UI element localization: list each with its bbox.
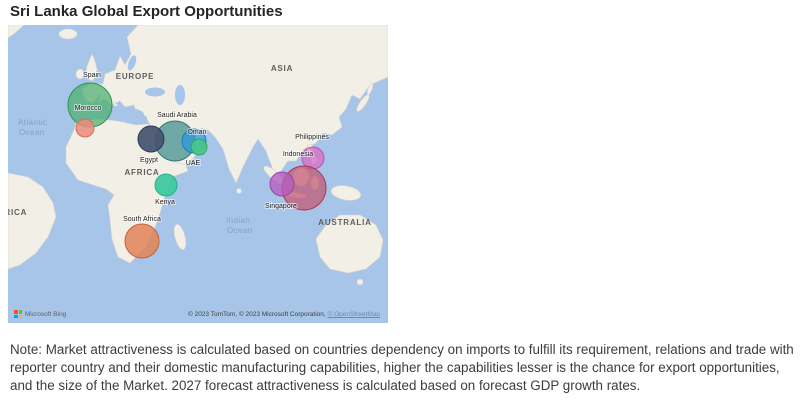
bubble-south-africa[interactable] <box>124 223 160 259</box>
bubble-egypt[interactable] <box>137 125 165 153</box>
country-label-philippines: Philippines <box>295 134 329 141</box>
country-labels: Spain Morocco Saudi Arabia Egypt Oman UAE Keny… <box>74 71 331 224</box>
page-title: Sri Lanka Global Export Opportunities <box>10 3 283 20</box>
map-provider-label: Microsoft Bing <box>25 310 67 318</box>
bubble-uae[interactable] <box>190 138 208 156</box>
bubble-singapore[interactable] <box>269 171 295 197</box>
openstreetmap-link[interactable]: © OpenStreetMap <box>327 311 380 318</box>
country-label-south-africa: South Africa <box>123 216 161 223</box>
note-text: Note: Market attractiveness is calculate… <box>10 342 794 393</box>
ocean-label-atlantic-ocean: Atlantic Ocean <box>18 118 47 137</box>
country-label-uae: UAE <box>186 160 201 167</box>
microsoft-logo-icon <box>14 310 22 318</box>
country-label-oman: Oman <box>187 129 206 136</box>
ocean-label-indian-ocean: Indian Ocean <box>226 216 253 235</box>
bing-logo: Microsoft Bing <box>14 310 66 318</box>
attribution-text: © 2023 TomTom, © 2023 Microsoft Corporat… <box>187 311 328 318</box>
map-canvas: EUROPE ASIA AFRICA AUSTRALIA MERICA AtlanticO… <box>8 25 388 323</box>
bubble-kenya[interactable] <box>154 173 178 197</box>
country-label-morocco: Morocco <box>75 105 102 112</box>
continent-label-europe: EUROPE <box>116 72 155 81</box>
continent-label-australia: AUSTRALIA <box>318 218 371 227</box>
country-label-indonesia: Indonesia <box>283 151 313 158</box>
world-map[interactable]: EUROPE ASIA AFRICA AUSTRALIA MERICA AtlanticO… <box>8 25 388 323</box>
country-label-singapore: Singapore <box>265 203 297 210</box>
country-label-spain: Spain <box>83 72 101 79</box>
bubbles-layer <box>67 82 327 259</box>
continent-label-asia: ASIA <box>271 64 293 73</box>
map-attribution: © 2023 TomTom, © 2023 Microsoft Corporat… <box>188 311 380 318</box>
country-label-saudi-arabia: Saudi Arabia <box>157 112 197 119</box>
continent-label-merica: MERICA <box>8 208 27 217</box>
country-label-egypt: Egypt <box>140 157 158 164</box>
bubble-morocco[interactable] <box>75 118 95 138</box>
map-labels: EUROPE ASIA AFRICA AUSTRALIA MERICA AtlanticO… <box>8 64 371 235</box>
country-label-kenya: Kenya <box>155 199 175 206</box>
continent-label-africa: AFRICA <box>124 168 159 177</box>
